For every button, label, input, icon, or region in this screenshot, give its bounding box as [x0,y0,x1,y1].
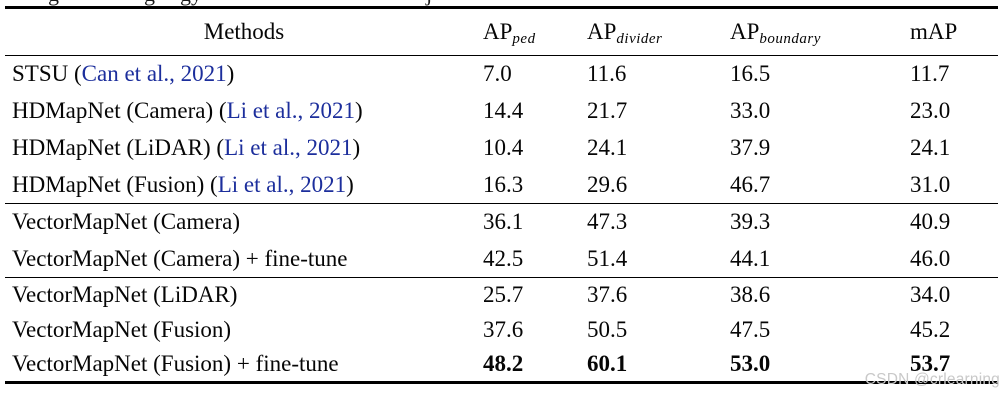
citation-link[interactable]: Li et al., 2021 [224,135,353,160]
map-value: 34.0 [910,282,951,308]
map-value: 23.0 [910,98,951,123]
map-value: 11.7 [910,61,950,87]
table-row: VectorMapNet (Camera) 36.1 47.3 39.3 40.… [5,204,998,241]
citation-paren: ) [346,171,354,197]
ap-boundary-value: 53.0 [730,351,771,377]
method-name: HDMapNet (Camera) [12,98,214,123]
ap-boundary-value: 37.9 [730,135,771,160]
ap-ped-value: 10.4 [483,135,524,160]
ap-divider-value: 24.1 [587,135,628,160]
ap-ped-value: 36.1 [483,209,524,235]
map-value: 53.7 [910,351,951,377]
ap-boundary-value: 38.6 [730,282,771,308]
ap-divider-value: 51.4 [587,240,730,278]
table-row: VectorMapNet (LiDAR) 25.7 37.6 38.6 34.0 [5,278,998,313]
ap-ped-value: 42.5 [483,240,587,278]
results-table: Methods APped APdivider APboundary mAP S… [5,6,998,384]
citation-paren: ) [354,98,363,123]
method-name: VectorMapNet (LiDAR) [12,282,238,308]
method-name: HDMapNet (LiDAR) [12,135,211,160]
ap-boundary-value: 16.5 [730,61,771,87]
col-header-ap-ped: APped [483,7,587,56]
table-row: STSU (Can et al., 2021) 7.0 11.6 16.5 11… [5,56,998,93]
map-value: 31.0 [910,166,998,204]
ap-boundary-value: 39.3 [730,209,771,235]
table-row: HDMapNet (LiDAR) (Li et al., 2021) 10.4 … [5,130,998,167]
ap-divider-value: 37.6 [587,282,628,308]
citation-link[interactable]: Li et al., 2021 [226,98,355,123]
ap-divider-value: 47.3 [587,209,628,235]
ap-divider-value: 21.7 [587,98,628,123]
ap-divider-value: 50.5 [587,317,628,342]
col-header-map: mAP [910,7,998,56]
col-header-ap-divider: APdivider [587,7,730,56]
map-value: 46.0 [910,240,998,278]
method-name: VectorMapNet (Camera) [12,209,240,235]
subscript-boundary: boundary [759,31,821,47]
caption-fragment: g [144,0,155,5]
ap-ped-value: 14.4 [483,98,524,123]
ap-boundary-value: 47.5 [730,317,771,342]
ap-ped-value: 48.2 [483,351,524,377]
ap-boundary-value: 33.0 [730,98,771,123]
subscript-divider: divider [616,31,663,47]
map-value: 45.2 [910,317,951,342]
ap-boundary-value: 44.1 [730,240,910,278]
caption-fragment: g [48,0,59,5]
citation-link[interactable]: Li et al., 2021 [217,171,347,197]
table-row: VectorMapNet (Camera) + fine-tune 42.5 5… [5,240,998,278]
citation-link[interactable]: Can et al., 2021 [81,61,227,87]
method-name: VectorMapNet (Camera) + fine-tune [12,245,348,271]
caption-fragment: gy [180,0,202,5]
table-row: HDMapNet (Camera) (Li et al., 2021) 14.4… [5,93,998,130]
method-name: VectorMapNet (Fusion) + fine-tune [12,351,339,377]
ap-ped-value: 37.6 [483,317,524,342]
col-header-methods: Methods [5,7,483,56]
citation-paren: ) [352,135,361,160]
method-name: STSU [12,61,69,87]
map-value: 40.9 [910,209,951,235]
subscript-ped: ped [512,31,536,47]
citation-paren: ( [68,61,82,87]
table-header-row: Methods APped APdivider APboundary mAP [5,7,998,56]
caption-fragment: j [426,0,432,5]
table-row: HDMapNet (Fusion) (Li et al., 2021) 16.3… [5,166,998,204]
ap-boundary-value: 46.7 [730,166,910,204]
ap-divider-value: 29.6 [587,166,730,204]
ap-ped-value: 16.3 [483,166,587,204]
ap-ped-value: 7.0 [483,61,512,87]
csdn-watermark: CSDN @crlearning [864,371,1000,388]
method-name: HDMapNet (Fusion) [12,171,205,197]
citation-paren: ( [213,98,227,123]
map-value: 24.1 [910,135,951,160]
ap-ped-value: 25.7 [483,282,524,308]
clipped-caption-line: g g gy j [0,0,1003,6]
ap-divider-value: 60.1 [587,351,628,377]
table-row: VectorMapNet (Fusion) + fine-tune 48.2 6… [5,348,998,383]
citation-paren: ) [226,61,235,87]
ap-divider-value: 11.6 [587,61,627,87]
method-name: VectorMapNet (Fusion) [12,317,232,342]
col-header-ap-boundary: APboundary [730,7,910,56]
citation-paren: ( [210,135,225,160]
citation-paren: ( [204,171,218,197]
table-row: VectorMapNet (Fusion) 37.6 50.5 47.5 45.… [5,313,998,348]
